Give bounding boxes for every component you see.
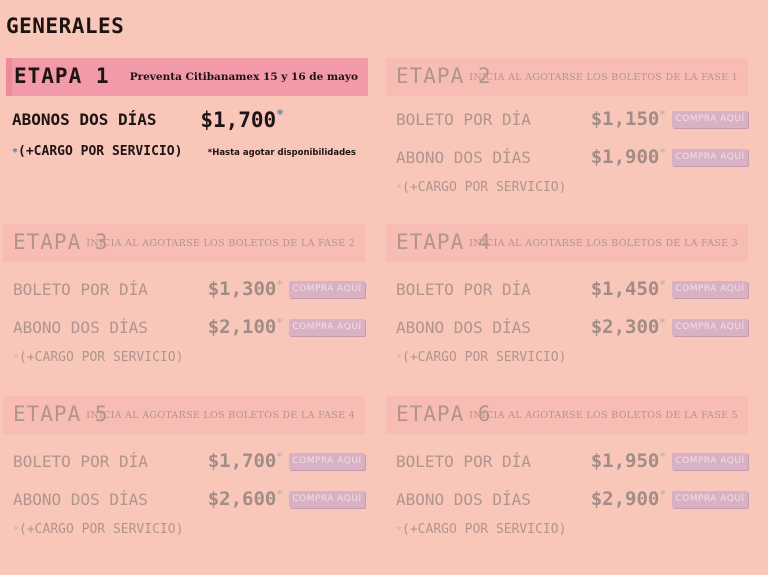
stage-4-boleto-price: $1,450* (590, 278, 666, 300)
stage-5-card: ETAPA 5 INICIA AL AGOTARSE LOS BOLETOS D… (3, 396, 365, 556)
stage-6-title: ETAPA 6 (396, 402, 492, 426)
stage-6-abono-label: ABONO DOS DÍAS (396, 490, 531, 509)
stage-2-abono-buy-button[interactable]: COMPRA AQUÍ (672, 149, 748, 166)
stage-6-boleto-price: $1,950* (590, 450, 666, 472)
stage-2-title: ETAPA 2 (396, 64, 492, 88)
stage-6-row-boleto: BOLETO POR DÍA $1,950* COMPRA AQUÍ (396, 450, 748, 476)
stage-6-row-abono: ABONO DOS DÍAS $2,900* COMPRA AQUÍ (396, 488, 748, 514)
stage-3-row-abono: ABONO DOS DÍAS $2,100* COMPRA AQUÍ (13, 316, 365, 342)
stage-1-card: ETAPA 1 Preventa Citibanamex 15 y 16 de … (6, 58, 368, 218)
stage-5-note: INICIA AL AGOTARSE LOS BOLETOS DE LA FAS… (86, 410, 355, 421)
stage-2-abono-label: ABONO DOS DÍAS (396, 148, 531, 167)
stage-6-note: INICIA AL AGOTARSE LOS BOLETOS DE LA FAS… (469, 410, 738, 421)
stage-4-row-abono: ABONO DOS DÍAS $2,300* COMPRA AQUÍ (396, 316, 748, 342)
stage-2-card: ETAPA 2 INICIA AL AGOTARSE LOS BOLETOS D… (386, 58, 748, 218)
stage-3-note: INICIA AL AGOTARSE LOS BOLETOS DE LA FAS… (86, 238, 355, 249)
stage-3-abono-price: $2,100* (207, 316, 283, 338)
stage-5-abono-price: $2,600* (207, 488, 283, 510)
stage-2-abono-price: $1,900* (590, 146, 666, 168)
stage-3-abono-buy-button[interactable]: COMPRA AQUÍ (289, 319, 365, 336)
stage-1-abono-price: $1,700* (200, 108, 284, 132)
stage-2-boleto-label: BOLETO POR DÍA (396, 110, 531, 129)
stage-3-boleto-buy-button[interactable]: COMPRA AQUÍ (289, 281, 365, 298)
stage-5-row-boleto: BOLETO POR DÍA $1,700* COMPRA AQUÍ (13, 450, 365, 476)
stage-3-card: ETAPA 3 INICIA AL AGOTARSE LOS BOLETOS D… (3, 224, 365, 384)
stage-1-row-abono: ABONOS DOS DÍAS $1,700* (12, 108, 364, 134)
stage-4-fee: *(+CARGO POR SERVICIO) (396, 350, 567, 365)
stage-4-title: ETAPA 4 (396, 230, 492, 254)
stage-5-fee: *(+CARGO POR SERVICIO) (13, 522, 184, 537)
stage-4-card: ETAPA 4 INICIA AL AGOTARSE LOS BOLETOS D… (386, 224, 748, 384)
stage-4-boleto-label: BOLETO POR DÍA (396, 280, 531, 299)
stage-2-row-abono: ABONO DOS DÍAS $1,900* COMPRA AQUÍ (396, 146, 748, 172)
stage-2-note: INICIA AL AGOTARSE LOS BOLETOS DE LA FAS… (469, 72, 738, 83)
stage-5-abono-label: ABONO DOS DÍAS (13, 490, 148, 509)
stage-6-fee: *(+CARGO POR SERVICIO) (396, 522, 567, 537)
stage-5-header: ETAPA 5 INICIA AL AGOTARSE LOS BOLETOS D… (3, 396, 365, 434)
stage-6-header: ETAPA 6 INICIA AL AGOTARSE LOS BOLETOS D… (386, 396, 748, 434)
stage-5-row-abono: ABONO DOS DÍAS $2,600* COMPRA AQUÍ (13, 488, 365, 514)
stage-2-header: ETAPA 2 INICIA AL AGOTARSE LOS BOLETOS D… (386, 58, 748, 96)
stage-1-abono-label: ABONOS DOS DÍAS (12, 110, 157, 129)
stage-3-fee: *(+CARGO POR SERVICIO) (13, 350, 184, 365)
stage-1-title: ETAPA 1 (14, 64, 110, 88)
stage-1-note: Preventa Citibanamex 15 y 16 de mayo (129, 71, 358, 83)
stage-4-header: ETAPA 4 INICIA AL AGOTARSE LOS BOLETOS D… (386, 224, 748, 262)
stage-3-title: ETAPA 3 (13, 230, 109, 254)
stage-2-fee: *(+CARGO POR SERVICIO) (396, 180, 567, 195)
stage-5-title: ETAPA 5 (13, 402, 109, 426)
stage-3-row-boleto: BOLETO POR DÍA $1,300* COMPRA AQUÍ (13, 278, 365, 304)
stage-4-note: INICIA AL AGOTARSE LOS BOLETOS DE LA FAS… (469, 238, 738, 249)
stage-1-footnote: *Hasta agotar disponibilidades (207, 148, 356, 158)
stage-3-header: ETAPA 3 INICIA AL AGOTARSE LOS BOLETOS D… (3, 224, 365, 262)
stage-4-row-boleto: BOLETO POR DÍA $1,450* COMPRA AQUÍ (396, 278, 748, 304)
stage-4-abono-price: $2,300* (590, 316, 666, 338)
stage-2-boleto-buy-button[interactable]: COMPRA AQUÍ (672, 111, 748, 128)
stage-6-boleto-label: BOLETO POR DÍA (396, 452, 531, 471)
stage-6-card: ETAPA 6 INICIA AL AGOTARSE LOS BOLETOS D… (386, 396, 748, 556)
page-heading: GENERALES (6, 14, 125, 38)
stage-3-abono-label: ABONO DOS DÍAS (13, 318, 148, 337)
stage-4-abono-label: ABONO DOS DÍAS (396, 318, 531, 337)
stage-5-boleto-label: BOLETO POR DÍA (13, 452, 148, 471)
stage-5-abono-buy-button[interactable]: COMPRA AQUÍ (289, 491, 365, 508)
stage-2-boleto-price: $1,150* (590, 108, 666, 130)
stage-5-boleto-buy-button[interactable]: COMPRA AQUÍ (289, 453, 365, 470)
stage-4-boleto-buy-button[interactable]: COMPRA AQUÍ (672, 281, 748, 298)
stage-3-boleto-label: BOLETO POR DÍA (13, 280, 148, 299)
stage-1-fee: *(+CARGO POR SERVICIO) (12, 144, 183, 159)
stage-4-abono-buy-button[interactable]: COMPRA AQUÍ (672, 319, 748, 336)
stage-6-abono-buy-button[interactable]: COMPRA AQUÍ (672, 491, 748, 508)
stage-6-abono-price: $2,900* (590, 488, 666, 510)
stage-2-row-boleto: BOLETO POR DÍA $1,150* COMPRA AQUÍ (396, 108, 748, 134)
stage-3-boleto-price: $1,300* (207, 278, 283, 300)
stage-5-boleto-price: $1,700* (207, 450, 283, 472)
stage-1-header: ETAPA 1 Preventa Citibanamex 15 y 16 de … (6, 58, 368, 96)
stage-6-boleto-buy-button[interactable]: COMPRA AQUÍ (672, 453, 748, 470)
